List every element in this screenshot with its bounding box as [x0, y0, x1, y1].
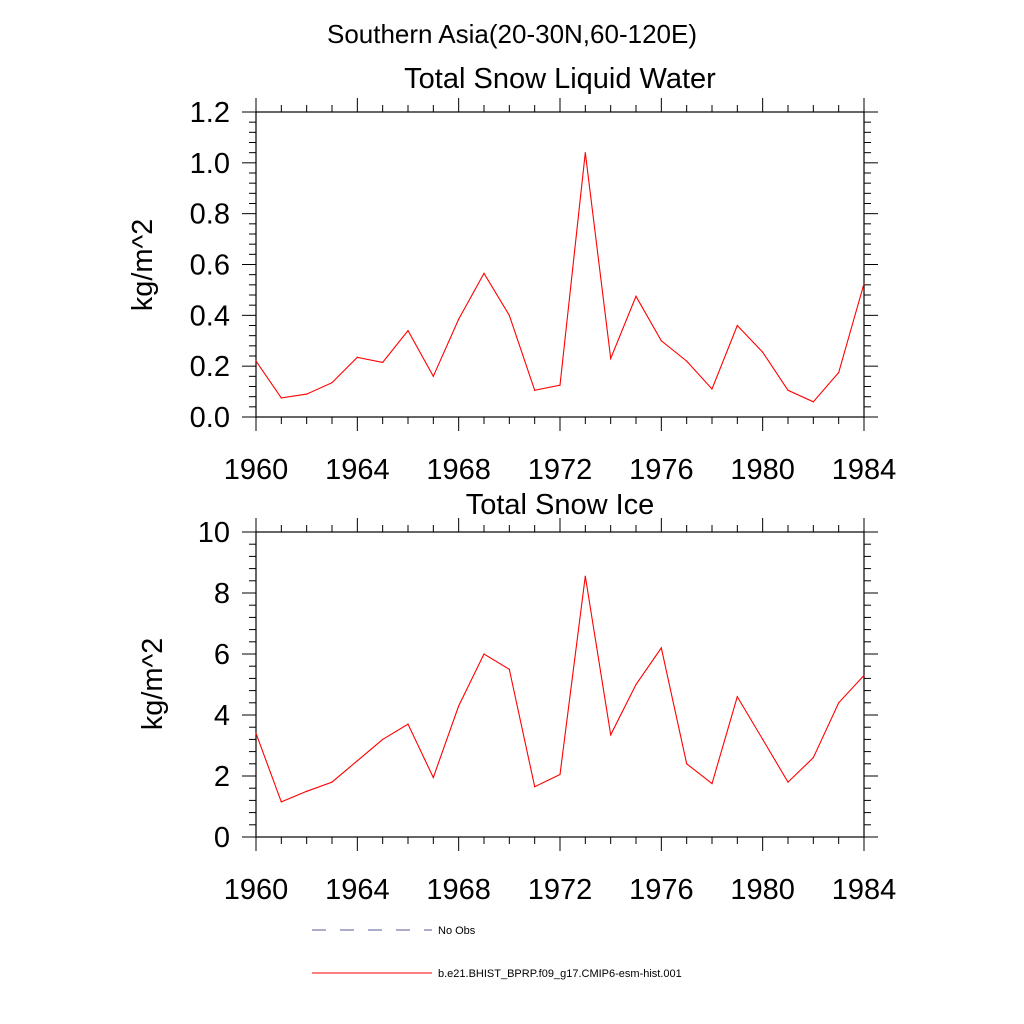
y-tick-label: 0.8: [190, 199, 230, 231]
data-point: [838, 371, 840, 374]
y-tick-label: 1.2: [190, 97, 230, 129]
data-point: [356, 760, 358, 762]
y-tick-label: 8: [214, 578, 230, 610]
x-tick-label: 1976: [629, 454, 694, 486]
x-tick-label: 1964: [325, 874, 390, 906]
data-point: [508, 314, 510, 316]
x-tick-label: 1984: [832, 454, 897, 486]
x-tick-label: 1972: [528, 874, 593, 906]
data-point: [534, 389, 536, 391]
page-title: Southern Asia(20-30N,60-120E): [327, 19, 697, 49]
y-axis-label: kg/m^2: [137, 638, 169, 731]
data-point: [483, 653, 485, 655]
legend-label: No Obs: [438, 925, 476, 937]
data-point: [255, 360, 257, 362]
data-point: [711, 388, 713, 390]
y-tick-label: 2: [214, 761, 230, 793]
data-point: [331, 382, 333, 384]
data-point: [306, 393, 308, 395]
legend: No Obs b.e21.BHIST_BPRP.f09_g17.CMIP6-es…: [312, 925, 682, 980]
y-tick-label: 0: [214, 822, 230, 854]
series-line: [255, 152, 865, 403]
data-point: [458, 318, 460, 320]
x-tick-label: 1968: [426, 874, 491, 906]
x-tick-label: 1980: [730, 874, 795, 906]
y-tick-label: 0.0: [190, 402, 230, 434]
panel-snow-ice: Total Snow Ice kg/m^2 1960 1964 1968 1972 19…: [137, 489, 896, 906]
data-point: [534, 786, 536, 788]
x-tick-label: 1964: [325, 454, 390, 486]
panel-title: Total Snow Liquid Water: [404, 63, 716, 95]
data-point: [458, 705, 460, 707]
data-point: [356, 356, 358, 358]
x-tick-label: 1960: [224, 874, 289, 906]
legend-label: b.e21.BHIST_BPRP.f09_g17.CMIP6-esm-hist.…: [438, 968, 682, 980]
data-point: [559, 384, 561, 386]
data-point: [559, 773, 561, 776]
data-point: [432, 375, 434, 377]
y-tick-label: 6: [214, 639, 230, 671]
data-point: [508, 668, 510, 670]
panel-title: Total Snow Ice: [466, 489, 655, 521]
data-point: [432, 776, 434, 779]
data-point: [584, 152, 586, 154]
data-point: [736, 696, 738, 698]
data-point: [382, 738, 384, 741]
data-point: [787, 781, 789, 783]
series-line: [255, 576, 865, 803]
x-tick-label: 1972: [528, 454, 593, 486]
data-point: [407, 329, 409, 332]
data-point: [255, 732, 257, 734]
data-point: [762, 351, 764, 353]
x-tick-label: 1968: [426, 454, 491, 486]
y-tick-label: 4: [214, 700, 230, 732]
data-point: [838, 702, 840, 704]
y-tick-label: 0.2: [190, 351, 230, 383]
data-point: [863, 674, 865, 676]
data-point: [635, 295, 637, 297]
data-point: [787, 389, 789, 391]
data-point: [660, 340, 662, 342]
data-point: [762, 738, 764, 741]
data-point: [483, 272, 485, 274]
x-tick-label: 1980: [730, 454, 795, 486]
data-point: [812, 401, 814, 403]
plot-frame: [255, 531, 865, 838]
data-point: [863, 282, 865, 285]
data-point: [610, 357, 612, 360]
data-point: [686, 763, 688, 765]
data-point: [610, 734, 612, 736]
y-tick-label: 0.4: [190, 300, 230, 332]
data-point: [407, 723, 409, 725]
data-point: [306, 790, 308, 792]
y-axis-label: kg/m^2: [127, 219, 159, 312]
data-point: [635, 683, 637, 686]
y-tick-label: 10: [198, 517, 230, 549]
data-point: [686, 360, 688, 362]
data-point: [280, 801, 282, 803]
data-point: [280, 397, 282, 399]
y-tick-label: 0.6: [190, 250, 230, 282]
data-point: [711, 783, 713, 785]
data-point: [660, 647, 662, 649]
y-tick-label: 1.0: [190, 148, 230, 180]
plot-frame: [255, 111, 865, 418]
x-tick-label: 1976: [629, 874, 694, 906]
data-point: [331, 781, 333, 783]
data-point: [382, 361, 384, 363]
data-point: [812, 757, 814, 759]
x-tick-label: 1960: [224, 454, 289, 486]
data-point: [736, 324, 738, 327]
panel-snow-liquid-water: Total Snow Liquid Water kg/m^2 1960 1964 1…: [127, 63, 896, 486]
data-point: [584, 575, 586, 577]
x-tick-label: 1984: [832, 874, 897, 906]
